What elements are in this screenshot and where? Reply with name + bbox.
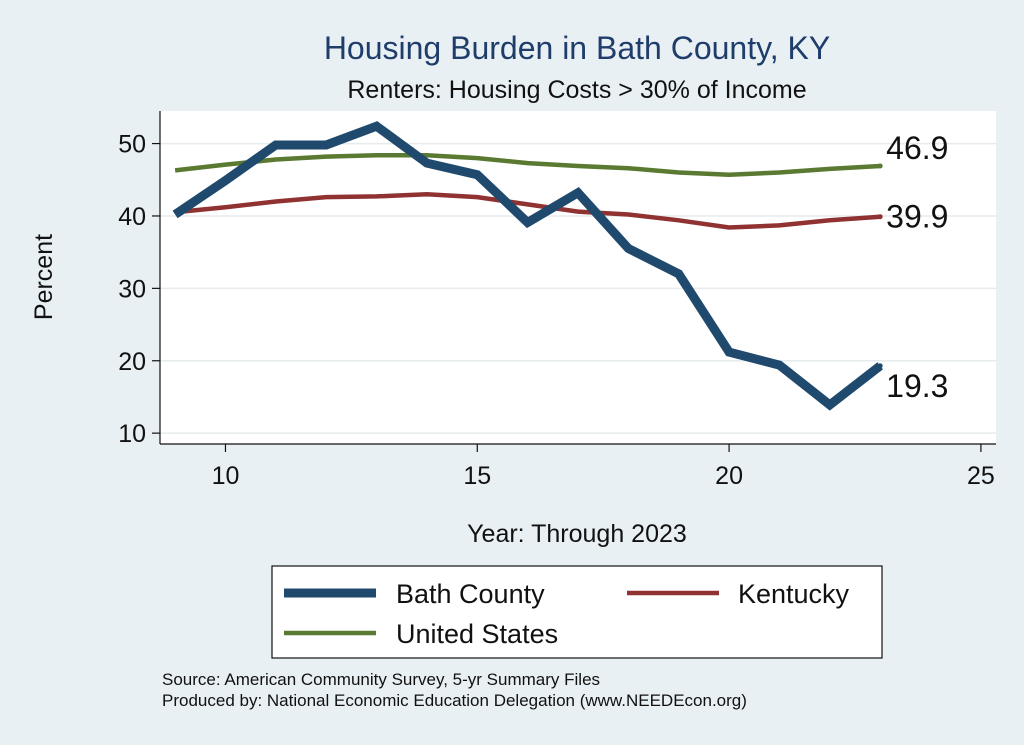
legend-label-kentucky: Kentucky: [738, 579, 850, 609]
chart-title: Housing Burden in Bath County, KY: [324, 30, 830, 66]
end-labels: 39.9 46.9 19.3: [886, 130, 948, 404]
series-line-kentucky: [174, 192, 881, 230]
chart-subtitle: Renters: Housing Costs > 30% of Income: [347, 76, 806, 104]
produced-by-note: Produced by: National Economic Education…: [162, 691, 747, 710]
y-tick-label: 30: [118, 275, 146, 303]
end-label-united-states: 46.9: [886, 130, 948, 166]
end-marker-kentucky: [877, 214, 883, 220]
y-tick-label: 50: [118, 131, 146, 159]
end-marker-united-states: [877, 163, 883, 169]
legend-label-bath-county: Bath County: [396, 579, 545, 609]
y-tick-label: 20: [118, 348, 146, 376]
legend-label-united-states: United States: [396, 619, 558, 649]
x-tick-label: 15: [463, 462, 491, 490]
grid-lines: [160, 142, 996, 434]
y-tick-label: 40: [118, 203, 146, 231]
legend-box: [271, 565, 883, 659]
x-axis-label: Year: Through 2023: [467, 520, 687, 548]
x-tick-label: 20: [715, 462, 743, 490]
axes: 10 20 30 40 50 10 15 20 25: [118, 111, 996, 490]
end-marker-bath-county: [877, 363, 883, 369]
x-tick-label: 25: [967, 462, 995, 490]
series-line-bath-county: [172, 121, 883, 411]
end-label-bath-county: 19.3: [886, 368, 948, 404]
source-note: Source: American Community Survey, 5-yr …: [162, 670, 601, 689]
series-lines: [172, 121, 883, 411]
x-tick-label: 10: [212, 462, 240, 490]
end-label-kentucky: 39.9: [886, 199, 948, 235]
y-axis-label: Percent: [30, 234, 58, 320]
legend: Bath County Kentucky United States: [271, 565, 883, 659]
y-tick-label: 10: [118, 420, 146, 448]
series-line-united-states: [174, 152, 881, 177]
